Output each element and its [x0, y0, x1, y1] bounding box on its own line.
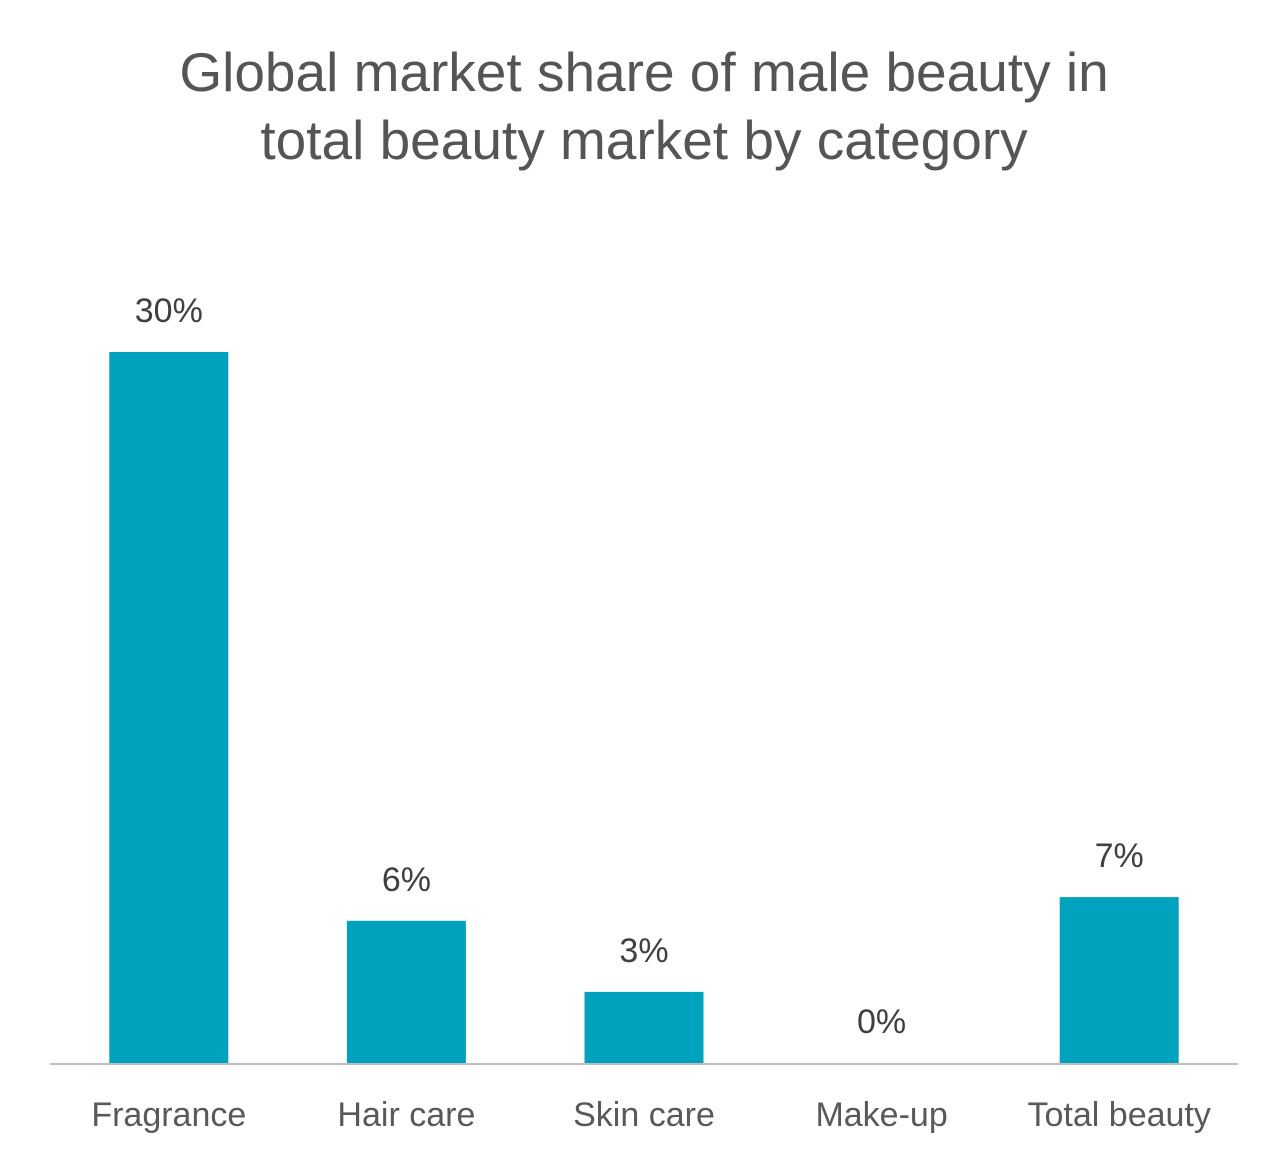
x-axis-tick-labels: Fragrance Hair care Skin care Make-up Total …	[91, 1096, 1211, 1134]
bars-group	[109, 352, 1179, 1063]
chart-title-line-1: Global market share of male beauty in	[179, 41, 1109, 103]
chart-title: Global market share of male beauty in to…	[0, 38, 1288, 174]
bar-fragrance	[109, 352, 229, 1063]
chart-title-line-2: total beauty market by category	[260, 109, 1028, 171]
data-labels-group: 30% 6% 3% 0% 7%	[135, 292, 1144, 1041]
tick-label-fragrance: Fragrance	[91, 1096, 246, 1134]
tick-label-total-beauty: Total beauty	[1028, 1096, 1211, 1134]
bar-hair-care	[346, 920, 466, 1063]
data-label-skin-care: 3%	[619, 932, 668, 970]
tick-label-skin-care: Skin care	[573, 1096, 715, 1134]
bar-skin-care	[584, 991, 704, 1063]
data-label-total-beauty: 7%	[1095, 837, 1144, 875]
data-label-make-up: 0%	[857, 1003, 906, 1041]
data-label-fragrance: 30%	[135, 292, 203, 330]
bar-total-beauty	[1059, 897, 1179, 1063]
tick-label-hair-care: Hair care	[337, 1096, 475, 1134]
tick-label-make-up: Make-up	[815, 1096, 947, 1134]
data-label-hair-care: 6%	[382, 861, 431, 899]
